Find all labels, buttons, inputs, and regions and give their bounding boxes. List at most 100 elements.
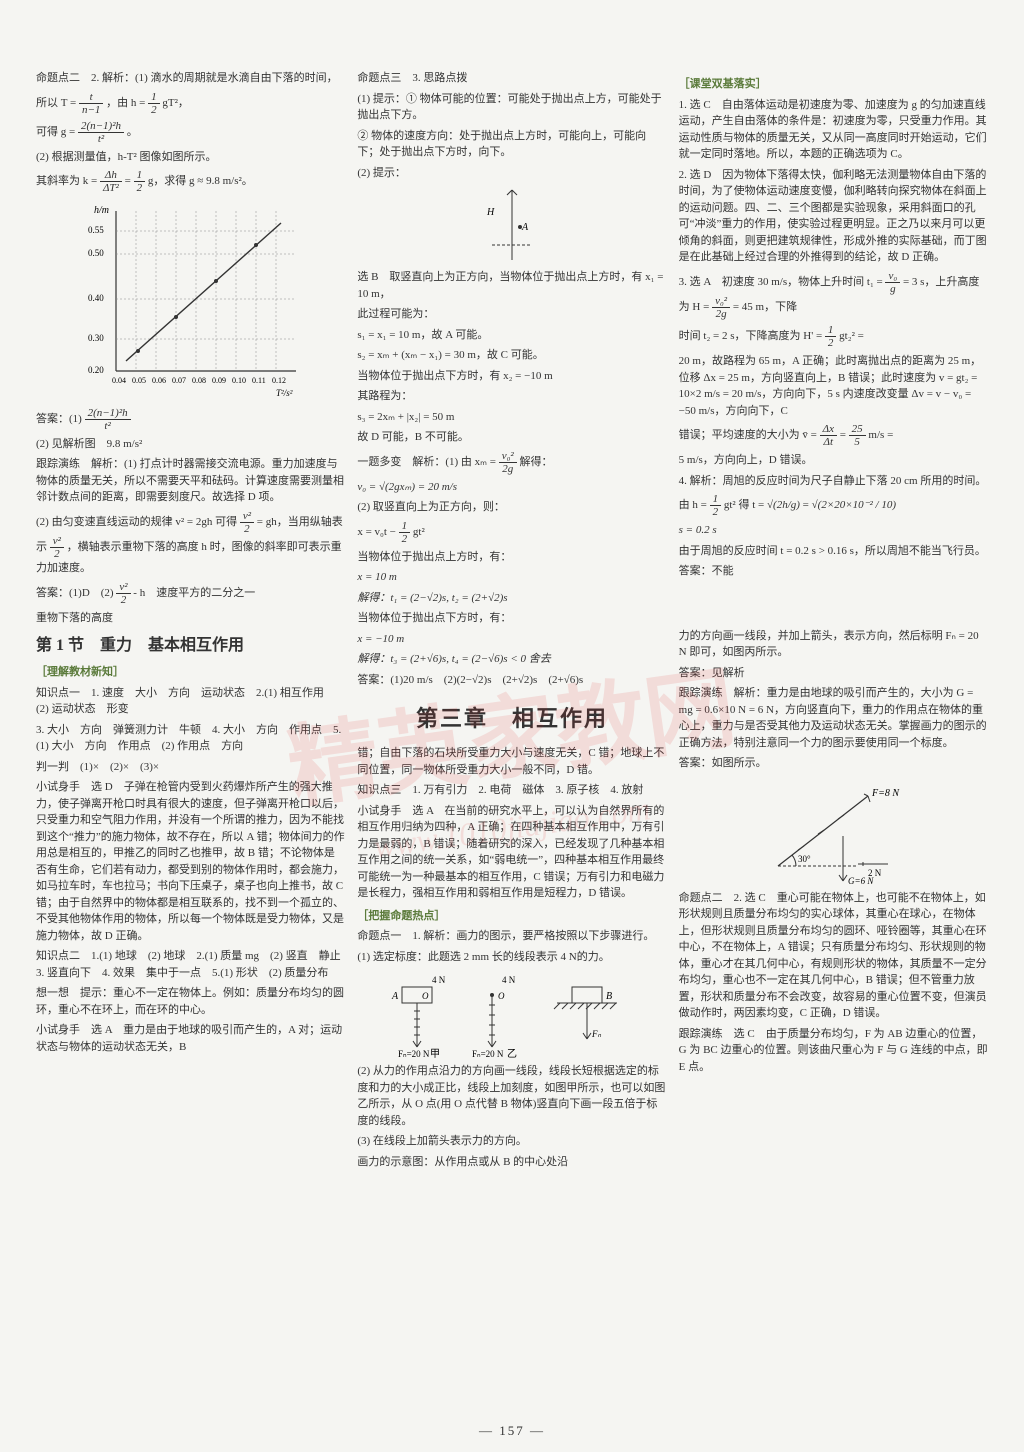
diagram-force: 4 N A O Fₙ=20 N 4 N O Fₙ=20 N B Fₙ (382, 969, 642, 1059)
d2-l: A (391, 991, 399, 1002)
xtick: 0.09 (212, 376, 226, 385)
c3-p6: 错误；平均速度的大小为 v̄ = ΔxΔt = 255 m/s = (679, 423, 988, 448)
c1-p9-frac2: v²2 (50, 535, 64, 560)
c1-p2-suffix: gT²， (162, 97, 189, 109)
c3-p6-suffix: m/s = (868, 429, 893, 441)
d3-l: G=6 N (848, 876, 874, 886)
chart-xlabel: T²/s² (276, 388, 293, 398)
frac-num: v² (240, 510, 254, 523)
frac-num: 2(n−1)²h (78, 120, 124, 133)
ytick: 0.40 (88, 293, 104, 303)
c2-b5: (1) 选定标度：此题选 2 mm 长的线段表示 4 N的力。 (357, 949, 666, 966)
c2-p16-prefix: x = v₀t − (357, 526, 396, 538)
frac-den: 2 (240, 523, 254, 535)
frac-num: Δx (820, 423, 837, 436)
c1-p9: (2) 由匀变速直线运动的规律 v² = 2gh 可得 v²2 = gh，当用纵… (36, 510, 345, 577)
d2-l: O (498, 991, 505, 1001)
frac-den: 2 (710, 506, 722, 518)
c3-p9-mid2: = (803, 499, 809, 511)
bracket-title-2: ［把握命题热点］ (357, 908, 666, 925)
c2-p11: s₃ = 2xₘ + |x₂| = 50 m (357, 409, 666, 426)
c3-p3-prefix: 3. 选 A 初速度 30 m/s，物体上升时间 t₁ = (679, 276, 883, 288)
c2-p6: 此过程可能为： (357, 306, 666, 323)
section-1-title: 第 1 节 重力 基本相互作用 (36, 634, 345, 658)
d2-l: Fₙ (591, 1029, 601, 1039)
c3-p6-mid: = (840, 429, 846, 441)
column-3: ［课堂双基落实］ 1. 选 C 自由落体运动是初速度为零、加速度为 g 的匀加速… (679, 70, 988, 1174)
frac-num: v₀² (712, 295, 730, 308)
c2-p13-suffix: 解得： (519, 456, 552, 468)
chart-h-t2: h/m 0.55 0.50 0.40 0.30 0.20 (36, 201, 345, 401)
d2-l: 4 N (432, 975, 446, 985)
c3-b5: 命题点二 2. 选 C 重心可能在物体上，也可能不在物体上，如形状规则且质量分布… (679, 890, 988, 1022)
c1-p10: 答案：(1)D (2) v²2 - h 速度平方的二分之一 (36, 581, 345, 606)
c3-p7: 5 m/s，方向向上，D 错误。 (679, 452, 988, 469)
frac-num: 25 (849, 423, 866, 436)
c3-b3: 跟踪演练 解析：重力是由地球的吸引而产生的，大小为 G = mg = 0.6×1… (679, 685, 988, 751)
c3-p3-suffix: = 45 m，下降 (733, 301, 797, 313)
c1-p6-frac: 2(n−1)²ht² (85, 407, 131, 432)
ytick: 0.20 (88, 365, 104, 375)
c1-p4: (2) 根据测量值，h-T² 图像如图所示。 (36, 149, 345, 166)
frac-den: 2 (50, 548, 64, 560)
c3-p6-frac: ΔxΔt (820, 423, 837, 448)
c2-p5: 选 B 取竖直向上为正方向，当物体位于抛出点上方时，有 x₁ = 10 m， (357, 269, 666, 302)
c1-b3: 判一判 (1)× (2)× (3)× (36, 759, 345, 776)
c2-p13-prefix: 一题多变 解析：(1) 由 xₘ = (357, 456, 496, 468)
d3-l: 30° (798, 854, 811, 864)
frac-den: t² (78, 133, 124, 145)
frac-num: 1 (825, 324, 837, 337)
frac-num: 1 (710, 493, 722, 506)
c2-p13: 一题多变 解析：(1) 由 xₘ = v₀²2g 解得： (357, 450, 666, 475)
frac-num: t (79, 91, 103, 104)
c1-p9-suffix: ，横轴表示重物下落的高度 h 时，图像的斜率即可表示重力加速度。 (36, 541, 342, 574)
c3-b1: 力的方向画一线段，并加上箭头，表示方向，然后标明 Fₙ = 20 N 即可，如图… (679, 628, 988, 661)
c3-b2: 答案：见解析 (679, 665, 988, 682)
chart-svg: h/m 0.55 0.50 0.40 0.30 0.20 (76, 201, 306, 401)
c3-p11: 由于周旭的反应时间 t = 0.2 s > 0.16 s，所以周旭不能当飞行员。 (679, 543, 988, 560)
c2-b6: (2) 从力的作用点沿力的方向画一线段，线段长短根据选定的标度和力的大小成正比，… (357, 1063, 666, 1129)
frac-den: t² (85, 420, 131, 432)
frac-num: v² (116, 581, 130, 594)
c2-p16: x = v₀t − 12 gt² (357, 520, 666, 545)
c1-p5-mid: = (125, 176, 131, 188)
chapter-title: 第三章 相互作用 (357, 702, 666, 735)
c3-p4-prefix: 时间 t₂ = 2 s，下降高度为 H' = (679, 330, 823, 342)
frac-den: ΔT² (100, 182, 122, 194)
xtick: 0.05 (132, 376, 146, 385)
c2-p16-frac: 12 (399, 520, 411, 545)
c3-p10: s = 0.2 s (679, 522, 988, 539)
c3-p3: 3. 选 A 初速度 30 m/s，物体上升时间 t₁ = v₀g = 3 s，… (679, 270, 988, 320)
c1-p5-prefix: 其斜率为 k = (36, 176, 97, 188)
d2-l: O (422, 991, 429, 1001)
d2-l: 甲 (430, 1049, 440, 1059)
c1-p10-suffix: - h 速度平方的二分之一 (133, 587, 255, 599)
frac-den: 2g (499, 463, 517, 475)
c1-p2: 所以 T = tn−1 ，由 h = 12 gT²， (36, 91, 345, 116)
c1-p9-prefix: (2) 由匀变速直线运动的规律 v² = 2gh 可得 (36, 516, 237, 528)
frac-num: v² (50, 535, 64, 548)
c1-p7: (2) 见解析图 9.8 m/s² (36, 436, 345, 453)
bracket-title-3: ［课堂双基落实］ (679, 76, 988, 93)
c3-p9-root: √(2h/g) (767, 499, 800, 511)
c1-p5: 其斜率为 k = ΔhΔT² = 12 g，求得 g ≈ 9.8 m/s²。 (36, 169, 345, 194)
c2-p4: (2) 提示： (357, 165, 666, 182)
c1-p2-frac2: 12 (148, 91, 160, 116)
c1-p8: 跟踪演练 解析：(1) 打点计时器需接交流电源。重力加速度与物体的质量无关，所以… (36, 456, 345, 506)
frac-num: 1 (134, 169, 146, 182)
c1-b4: 小试身手 选 D 子弹在枪管内受到火药爆炸所产生的强大推力，使子弹离开枪口时具有… (36, 779, 345, 944)
c1-p2-prefix: 所以 T = (36, 97, 76, 109)
d2-l: 4 N (502, 975, 516, 985)
c2-b7: (3) 在线段上加箭头表示力的方向。 (357, 1133, 666, 1150)
c2-p15: (2) 取竖直向上为正方向，则： (357, 499, 666, 516)
frac-num: Δh (100, 169, 122, 182)
c1-p9-frac: v²2 (240, 510, 254, 535)
c2-p7: s₁ = x₁ = 10 m，故 A 可能。 (357, 327, 666, 344)
c3-p8: 4. 解析：周旭的反应时间为尺子自静止下落 20 cm 所用的时间。 (679, 473, 988, 490)
c3-p9-mid: gt² 得 t = (724, 499, 764, 511)
c1-p3: 可得 g = 2(n−1)²ht² 。 (36, 120, 345, 145)
xtick: 0.04 (112, 376, 126, 385)
c1-p6: 答案：(1) 2(n−1)²ht² (36, 407, 345, 432)
chart-ylabel: h/m (94, 205, 109, 216)
xtick: 0.06 (152, 376, 166, 385)
